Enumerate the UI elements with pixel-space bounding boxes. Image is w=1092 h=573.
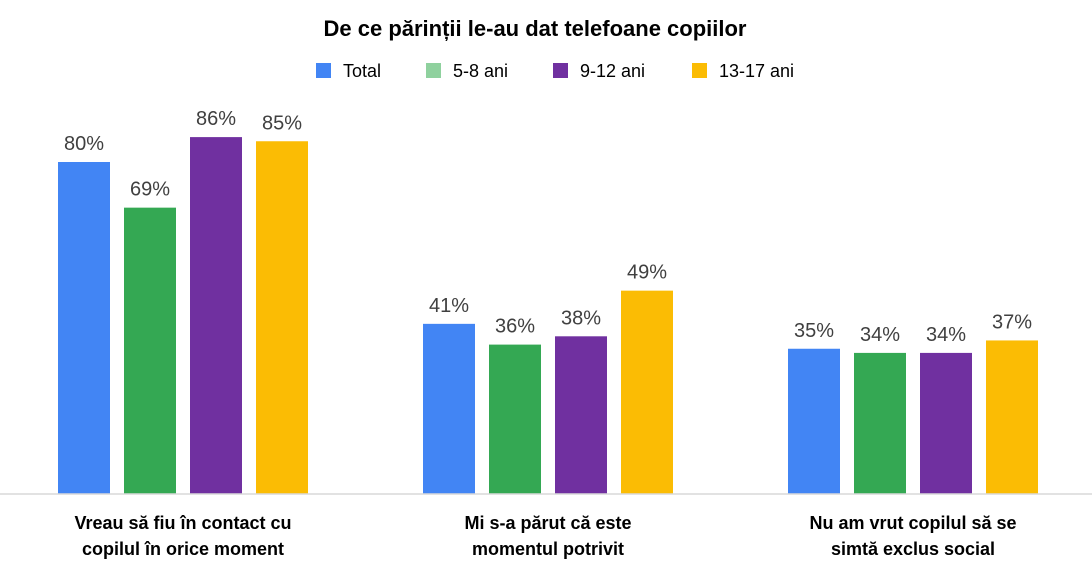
value-label: 36% [495,316,535,338]
bar-3-3 [920,352,972,494]
legend-item-label: 13-17 ani [719,61,794,81]
category-label: Nu am vrut copilul să se [809,513,1016,533]
bar-3-2 [555,336,607,494]
legend-swatch [426,63,441,78]
value-labels-group: 80% 41% 35% 69% 36% 34% 86% 38% 34% 85% 49% 37% [64,108,1032,346]
value-label: 41% [429,295,469,317]
legend-item-label: 9-12 ani [580,61,645,81]
legend-swatch [692,63,707,78]
value-label: 49% [627,262,667,284]
chart-title: De ce părinții le-au dat telefoane copii… [324,16,747,41]
category-label: Vreau să fiu în contact cu [74,513,291,533]
category-label: copilul în orice moment [82,539,284,559]
value-label: 34% [860,324,900,346]
value-label: 80% [64,133,104,155]
value-label: 86% [196,108,236,130]
legend-swatch [316,63,331,78]
bar-2-1 [124,207,176,494]
value-label: 69% [130,179,170,201]
category-label: Mi s-a părut că este [464,513,631,533]
bar-1-2 [423,323,475,494]
legend-item-label: 5-8 ani [453,61,508,81]
bar-1-1 [58,162,110,494]
legend: Total 5-8 ani 9-12 ani 13-17 ani [316,61,794,81]
bar-2-2 [489,344,541,494]
value-label: 85% [262,112,302,134]
legend-item-label: Total [343,61,381,81]
category-label: simtă exclus social [831,539,995,559]
category-label: momentul potrivit [472,539,624,559]
bar-2-3 [854,352,906,494]
legend-swatch [553,63,568,78]
value-label: 38% [561,307,601,329]
value-label: 35% [794,320,834,342]
value-label: 34% [926,324,966,346]
bar-4-2 [621,290,673,494]
value-label: 37% [992,311,1032,333]
bar-3-1 [190,137,242,494]
bars-group [58,137,1038,494]
bar-4-1 [256,141,308,494]
category-labels-group: Vreau să fiu în contact cu copilul în ori… [74,513,1016,559]
bar-4-3 [986,340,1038,494]
bar-1-3 [788,348,840,494]
